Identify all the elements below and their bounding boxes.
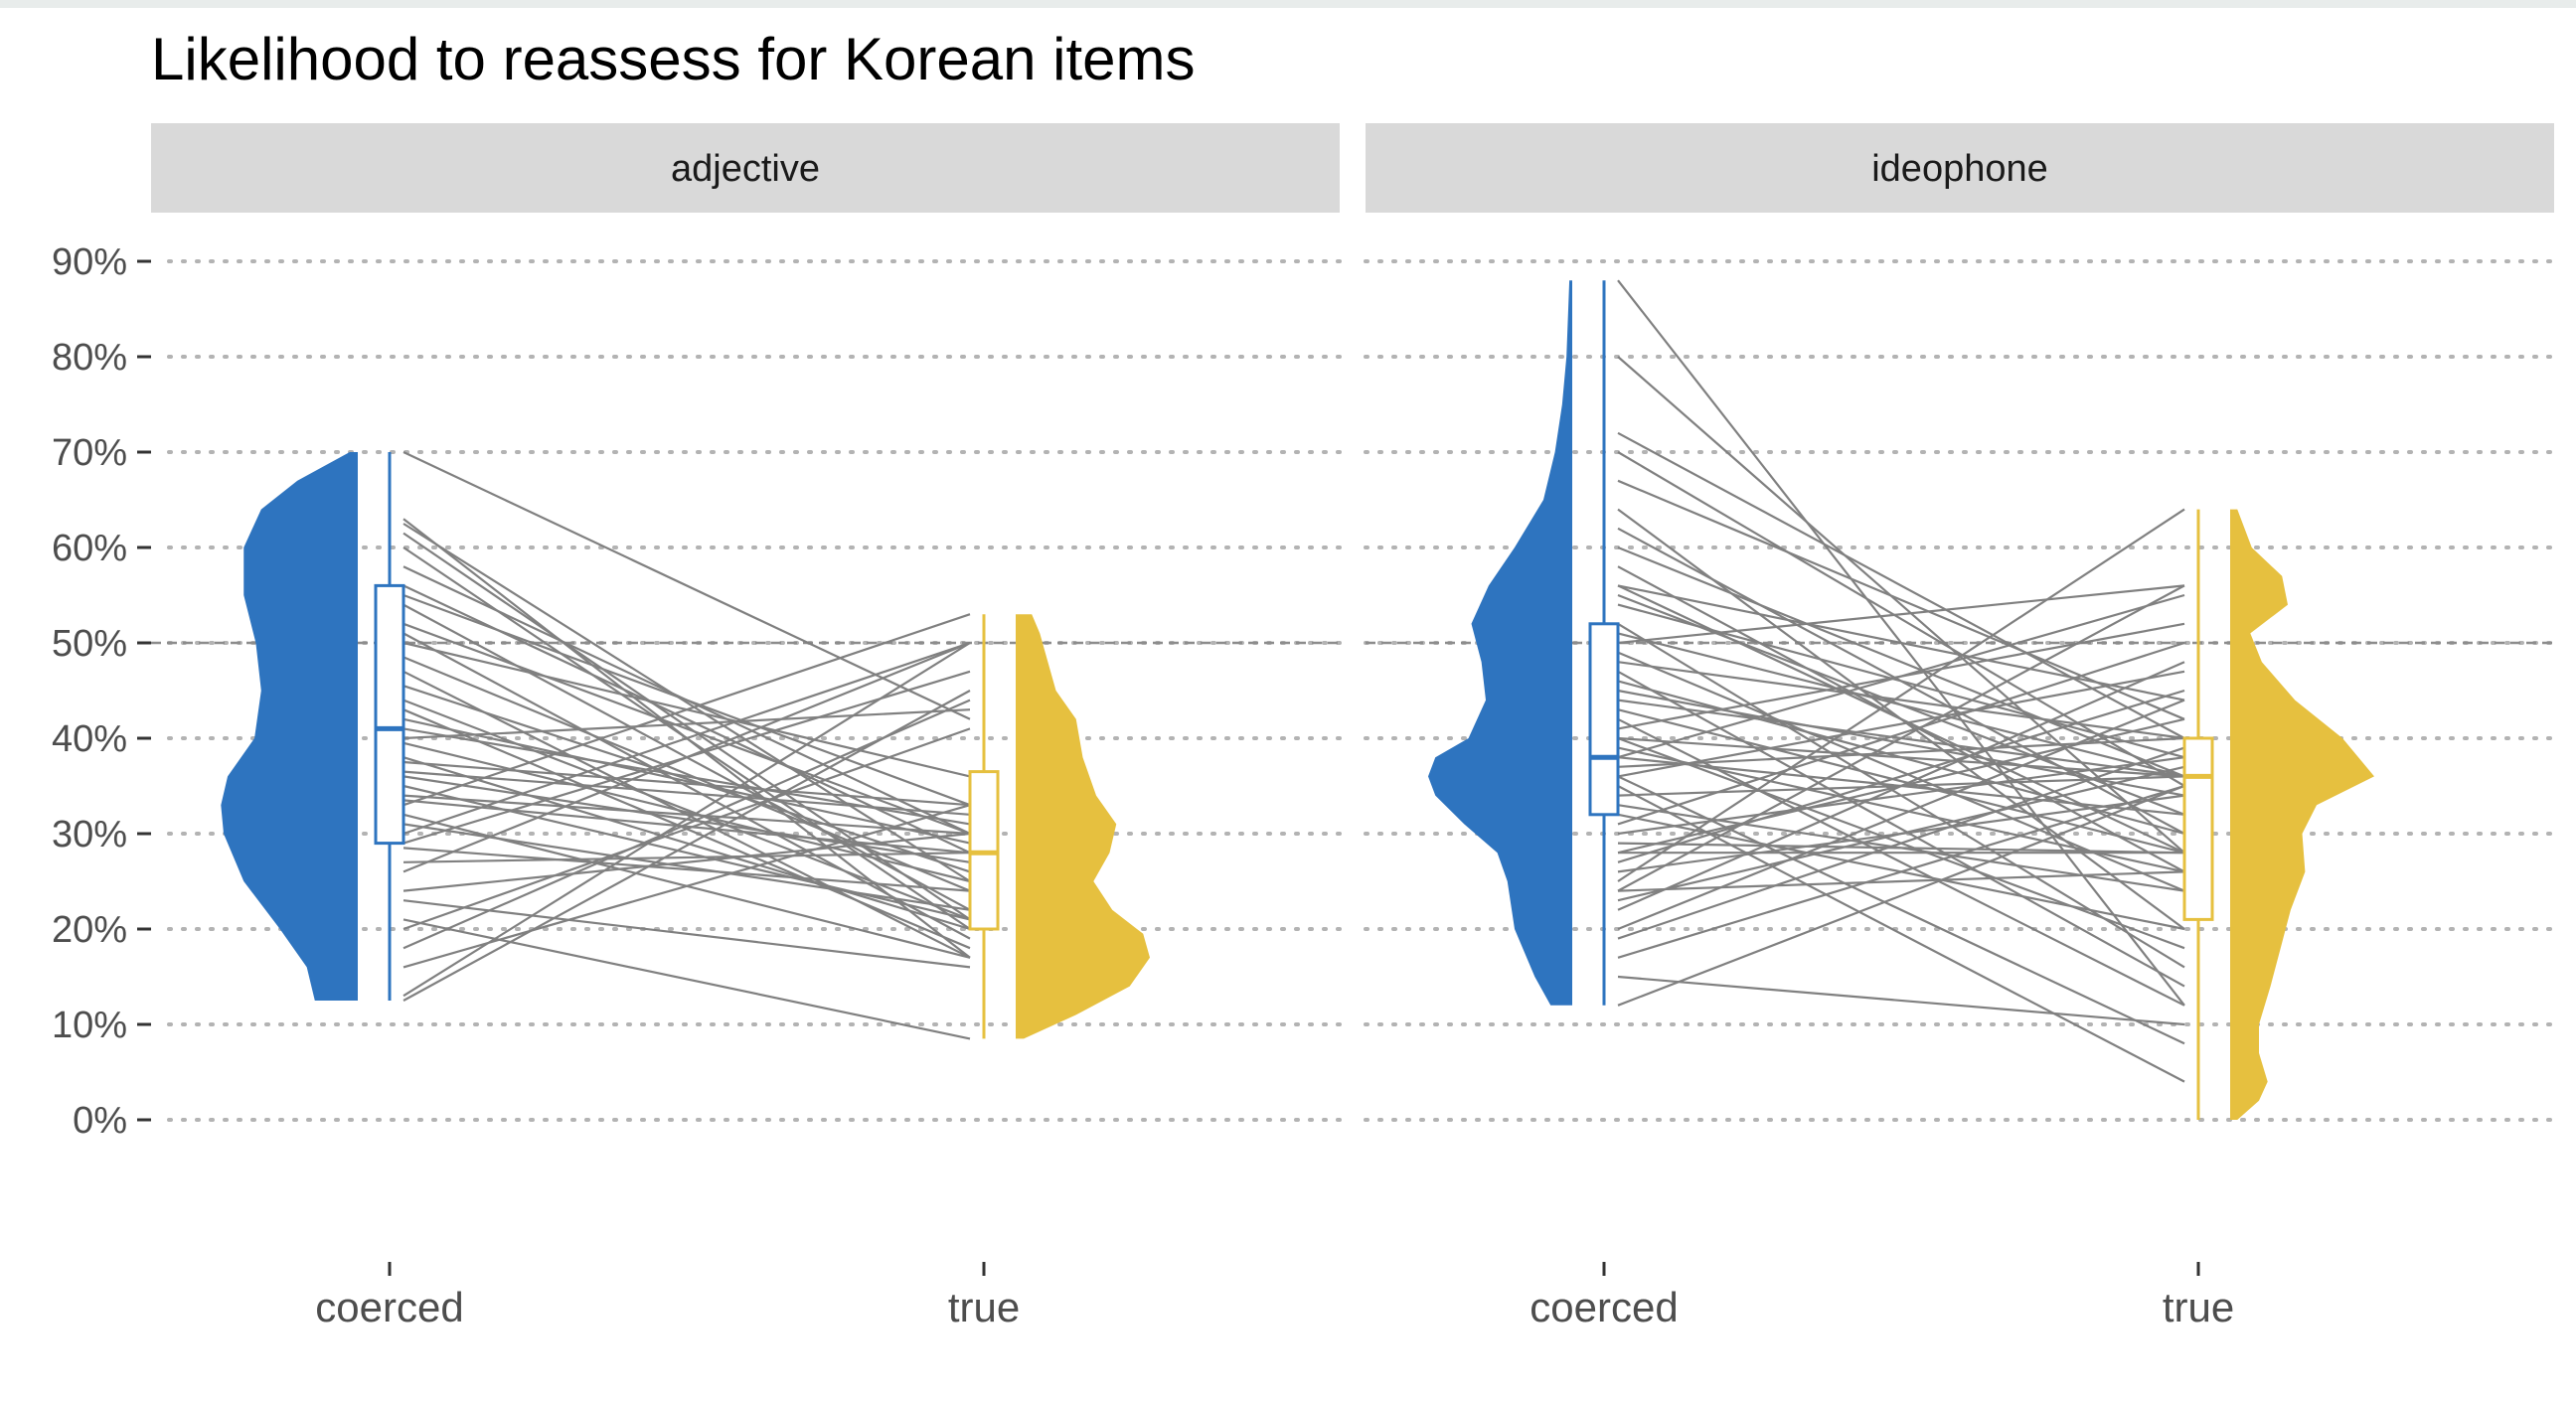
pair-line	[402, 847, 971, 892]
box	[2182, 736, 2214, 921]
pair-line	[402, 641, 971, 873]
facet-panel-adjective: adjective coerced true	[151, 123, 1342, 1330]
pair-line	[402, 708, 971, 740]
y-tick-label: 0%	[73, 1100, 127, 1142]
pair-line	[1617, 661, 2185, 740]
pair-line	[1617, 603, 2185, 759]
density-coerced-adjective	[221, 452, 358, 1001]
y-tick-label: 80%	[52, 337, 127, 379]
box	[374, 583, 405, 846]
pair-line	[1617, 765, 2185, 902]
density-true-ideophone	[2230, 509, 2374, 1120]
pair-line	[1617, 508, 2185, 882]
boxplot-coerced-ideophone	[1588, 280, 1620, 1006]
strip-label: adjective	[671, 148, 820, 190]
top-edge-bar	[0, 0, 2576, 8]
pair-line	[1617, 699, 2185, 931]
strip-label: ideophone	[1871, 148, 2048, 190]
pair-line	[402, 760, 971, 807]
pair-line	[402, 918, 971, 1040]
pair-line	[1617, 584, 2185, 892]
pair-line	[1617, 785, 2185, 1083]
pair-line	[1617, 736, 2185, 768]
pair-line	[1617, 746, 2185, 940]
pair-lines	[1617, 279, 2185, 1083]
y-tick-label: 40%	[52, 718, 127, 760]
pair-line	[1617, 784, 2185, 1007]
pair-line	[1617, 593, 2185, 759]
y-tick-label: 50%	[52, 623, 127, 665]
y-tick-label: 70%	[52, 432, 127, 474]
pair-line	[402, 852, 971, 863]
y-tick-label: 30%	[52, 814, 127, 856]
y-tick-label: 90%	[52, 241, 127, 283]
x-tick-label: true	[2163, 1284, 2234, 1330]
density-coerced-ideophone	[1428, 280, 1572, 1006]
boxplot-true-ideophone	[2182, 509, 2214, 1120]
boxplot-coerced-adjective	[374, 452, 405, 1001]
pair-line	[1617, 431, 2185, 739]
pair-line	[1617, 641, 2185, 826]
pair-line	[1617, 479, 2185, 720]
pair-line	[402, 899, 971, 969]
pair-line	[1617, 842, 2185, 855]
pair-lines	[402, 451, 971, 1040]
pair-line	[1617, 670, 2185, 778]
pair-line	[402, 613, 971, 807]
pair-line	[1617, 632, 2185, 778]
pair-line	[1617, 584, 2185, 645]
pair-line	[402, 727, 971, 931]
pair-line	[402, 717, 971, 845]
pair-line	[402, 756, 971, 931]
y-axis: 0% 10% 20% 30% 40% 50% 60% 70% 80% 90%	[52, 241, 151, 1142]
chart-title: Likelihood to reassess for Korean items	[151, 26, 1196, 92]
pair-line	[1617, 661, 2185, 911]
facet-panel-ideophone: ideophone coerced true	[1364, 123, 2556, 1330]
pair-line	[402, 632, 971, 940]
box	[1588, 622, 1620, 817]
pair-line	[402, 823, 971, 911]
pair-line	[1617, 756, 2185, 836]
pair-line	[402, 685, 971, 873]
pair-line	[1617, 670, 2185, 988]
x-tick-label: coerced	[1530, 1284, 1678, 1330]
pair-line	[402, 832, 971, 892]
pair-line	[1617, 451, 2185, 787]
pair-line	[402, 741, 971, 883]
strip-header	[151, 123, 1340, 213]
pair-line	[1617, 975, 2185, 1026]
pair-line	[1617, 708, 2185, 855]
pair-line	[1617, 784, 2185, 959]
x-tick-label: coerced	[315, 1284, 463, 1330]
pair-line	[1617, 870, 2185, 892]
strip-header	[1366, 123, 2554, 213]
pair-line	[402, 690, 971, 1002]
pair-line	[1617, 689, 2185, 797]
y-tick-label: 20%	[52, 909, 127, 951]
pair-line	[402, 770, 971, 816]
pair-line	[402, 656, 971, 892]
density-true-adjective	[1016, 614, 1150, 1039]
pair-line	[1617, 689, 2185, 863]
facet-panels: adjective coerced true ideophone coerced true	[151, 123, 2556, 1330]
pair-line	[402, 642, 971, 998]
x-tick-label: true	[948, 1284, 1020, 1330]
pair-line	[1617, 584, 2185, 701]
y-tick-label: 60%	[52, 528, 127, 569]
boxplot-true-adjective	[968, 614, 1000, 1039]
y-tick-label: 10%	[52, 1005, 127, 1046]
pair-line	[402, 641, 971, 836]
pair-line	[402, 593, 971, 807]
pair-line	[402, 804, 971, 969]
